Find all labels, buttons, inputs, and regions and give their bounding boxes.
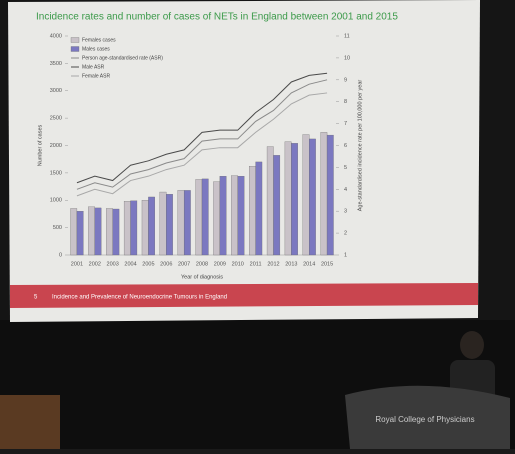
- bar: [249, 166, 256, 256]
- x-tick-label: 2010: [232, 261, 244, 267]
- podium: [345, 385, 510, 449]
- line: [76, 79, 328, 190]
- line: [76, 92, 328, 197]
- y2-tick-label: 11: [344, 33, 350, 39]
- y2-tick-label: 10: [344, 55, 350, 61]
- x-tick-label: 2009: [214, 261, 226, 267]
- bar: [195, 179, 203, 256]
- legend-label: Female ASR: [82, 73, 110, 79]
- y-tick-label: 4000: [50, 33, 62, 39]
- x-tick-label: 2007: [178, 261, 190, 267]
- bar: [166, 194, 173, 256]
- bar: [255, 161, 263, 256]
- y2-axis-label: Age-standardised incidence rate per 100,…: [357, 80, 363, 212]
- y2-tick-label: 7: [344, 121, 347, 127]
- bar: [326, 134, 334, 256]
- bar: [148, 196, 155, 256]
- bar: [177, 190, 185, 256]
- legend-label: Males cases: [82, 46, 110, 52]
- bar: [231, 175, 238, 256]
- bar: [106, 208, 113, 256]
- x-tick-label: 2008: [196, 261, 208, 267]
- x-tick-label: 2013: [285, 261, 297, 267]
- x-tick-label: 2006: [160, 261, 172, 267]
- slide-footer: Incidence and Prevalence of Neuroendocri…: [52, 295, 227, 301]
- bar: [70, 208, 78, 256]
- bar: [273, 155, 281, 256]
- bar: [94, 207, 102, 256]
- x-tick-label: 2005: [142, 261, 154, 267]
- legend-swatch: [70, 46, 80, 52]
- bar: [130, 200, 138, 256]
- legend-label: Females cases: [82, 37, 116, 43]
- y-tick-label: 2500: [50, 116, 62, 122]
- speaker-head: [460, 331, 484, 359]
- y2-tick-label: 4: [344, 187, 347, 193]
- y-tick-label: 3500: [50, 61, 62, 67]
- x-tick-label: 2014: [303, 261, 315, 267]
- bar: [159, 191, 167, 256]
- footer-band: [10, 283, 478, 308]
- y-axis-label: Number of cases: [37, 124, 43, 166]
- legend-swatch: [70, 37, 80, 43]
- line: [76, 72, 328, 184]
- y-tick-label: 1000: [50, 198, 62, 204]
- y2-tick-label: 2: [344, 231, 347, 237]
- x-tick-label: 2003: [107, 261, 119, 267]
- bar: [320, 132, 328, 256]
- table: [0, 395, 60, 449]
- chart-title: Incidence rates and number of cases of N…: [36, 12, 398, 23]
- bar: [123, 201, 131, 256]
- bar: [219, 176, 227, 256]
- slide-number: 5: [34, 295, 38, 301]
- bar: [76, 211, 84, 256]
- y2-tick-label: 3: [344, 209, 347, 215]
- y-tick-label: 0: [59, 252, 62, 258]
- y2-tick-label: 1: [344, 252, 347, 258]
- bar: [284, 141, 292, 256]
- bar: [183, 190, 191, 256]
- bar: [302, 134, 310, 256]
- bar: [291, 143, 298, 256]
- x-tick-label: 2011: [250, 261, 262, 267]
- y2-tick-label: 5: [344, 165, 347, 171]
- bar: [266, 146, 274, 256]
- bar: [309, 138, 316, 256]
- bar: [141, 200, 149, 256]
- y2-tick-label: 6: [344, 143, 347, 149]
- bar: [213, 181, 221, 256]
- bar: [237, 176, 245, 256]
- legend-label: Male ASR: [82, 64, 105, 70]
- y2-tick-label: 9: [344, 77, 347, 83]
- x-tick-label: 2012: [267, 261, 279, 267]
- x-tick-label: 2004: [124, 261, 136, 267]
- x-axis-label: Year of diagnosis: [181, 274, 223, 280]
- y-tick-label: 3000: [50, 88, 62, 94]
- x-tick-label: 2002: [89, 261, 101, 267]
- x-tick-label: 2001: [71, 261, 83, 267]
- bar: [112, 208, 120, 256]
- bar: [88, 206, 95, 256]
- chart: 0 500 1000 1500 2000 2500 3000 3500 4000 1 2 3 4 5 6 7 8…: [37, 33, 363, 280]
- y-tick-label: 1500: [50, 170, 62, 176]
- x-tick-label: 2015: [321, 261, 333, 267]
- y-tick-label: 500: [53, 225, 62, 231]
- y2-tick-label: 8: [344, 99, 347, 105]
- podium-label: Royal College of Physicians: [375, 415, 474, 424]
- bar: [201, 178, 209, 256]
- y-tick-label: 2000: [50, 143, 62, 149]
- legend-label: Person age-standardised rate (ASR): [82, 55, 163, 61]
